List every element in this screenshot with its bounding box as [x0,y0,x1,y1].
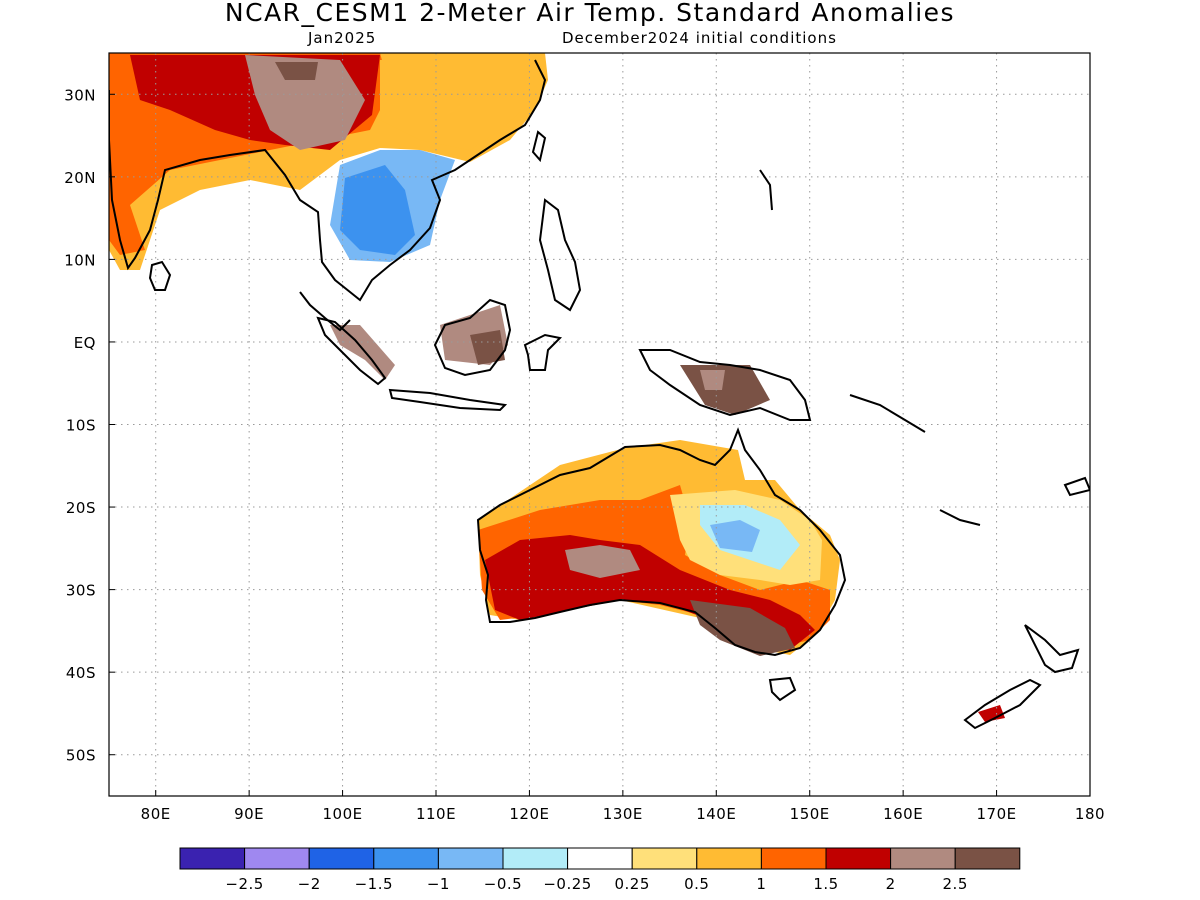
colorbar-swatch [308,847,375,870]
colorbar-label: 2 [886,875,896,893]
colorbar-label: −1 [427,875,450,893]
colorbar-swatch [631,847,698,870]
lat-tick-label: 10N [64,251,96,269]
lat-tick-label: 20S [66,499,96,517]
lon-tick-label: 150E [790,805,830,823]
colorbar-label: 0.25 [614,875,649,893]
coastlines [109,59,1090,730]
colorbar-label: −0.25 [543,875,591,893]
lat-tick-label: 30S [66,582,96,600]
map-title: NCAR_CESM1 2-Meter Air Temp. Standard An… [224,0,956,27]
colorbar-label: −2.5 [225,875,263,893]
colorbar-swatch [567,847,633,870]
lon-tick-label: 100E [323,805,363,823]
australia-red-region [565,545,640,578]
tibet-red-region [245,55,365,150]
lon-tick-label: 80E [141,805,171,823]
colorbar-label: 2.5 [943,875,968,893]
colorbar-swatch [954,847,1021,870]
colorbar-label: −0.5 [484,875,522,893]
anomaly-fill-layer [109,53,1005,722]
lon-tick-label: 120E [509,805,549,823]
lat-tick-label: 20N [64,169,96,187]
colorbar-swatch [890,847,956,870]
lat-tick-label: 10S [66,417,96,435]
lon-tick-label: 130E [603,805,643,823]
initial-conditions-label: December2024 initial conditions [562,29,837,47]
lat-tick-label: 30N [64,86,96,104]
lon-tick-label: 170E [977,805,1017,823]
lon-tick-label: 140E [696,805,736,823]
borneo-brown-region [470,330,505,365]
colorbar-label: 1 [756,875,766,893]
colorbar-label: 0.5 [684,875,709,893]
tibet-brown-region [275,62,318,80]
colorbar-swatch [179,847,246,870]
colorbar-swatch [696,847,762,870]
forecast-month-label: Jan2025 [308,29,377,47]
australia-brown-region [690,600,795,656]
graticule-grid [109,53,1090,796]
colorbar-swatch [437,847,504,870]
colorbar-label: −1.5 [355,875,393,893]
china-yellow-region [380,60,545,150]
plot-frame: 80E 90E 100E 110E 120E 130E 140E 150E 160E 170E 18… [64,52,1105,823]
lon-tick-label: 90E [234,805,264,823]
lat-tick-label: 50S [66,747,96,765]
lon-tick-label: 180 [1075,805,1105,823]
lat-tick-label: EQ [74,334,96,352]
new-guinea-brown-region [680,365,770,415]
colorbar-label: −2 [298,875,321,893]
colorbar-label: 1.5 [813,875,838,893]
lat-tick-label: 40S [66,664,96,682]
sumatra-red-region [330,325,395,380]
lon-tick-label: 160E [883,805,923,823]
indochina-blue-region [340,165,415,255]
new-guinea-red-region [700,370,725,390]
colorbar-swatch [244,847,310,870]
colorbar-swatch [373,847,439,870]
colorbar-swatch [502,847,569,870]
australia-blue-region [710,520,760,552]
lon-tick-label: 110E [416,805,456,823]
colorbar: −2.5 −2 −1.5 −1 −0.5 −0.25 0.25 0.5 1 1.5 2 2.5 [179,847,1021,893]
new-zealand-orange-region [978,705,1005,722]
colorbar-swatch [825,847,892,870]
colorbar-swatch [760,847,827,870]
